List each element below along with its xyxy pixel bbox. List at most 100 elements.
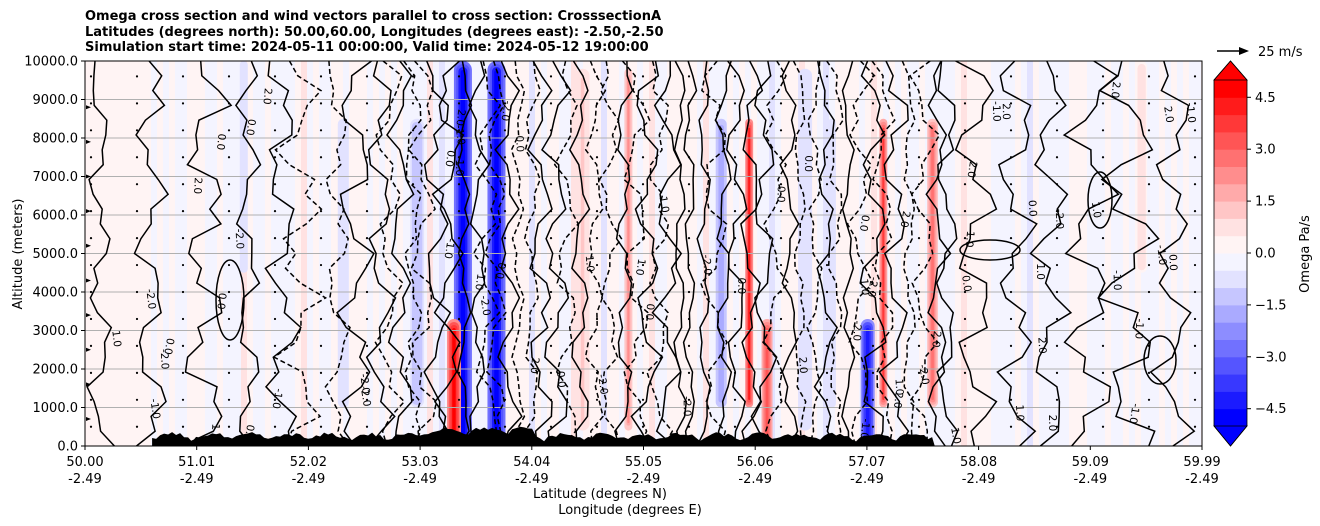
x-tick-label-longitude: -2.49 — [850, 472, 884, 487]
wind-vector — [641, 425, 645, 428]
wind-vector — [1193, 102, 1197, 105]
wind-vector — [503, 210, 507, 213]
wind-vector — [871, 344, 875, 347]
contour-label: -2.0 — [850, 320, 863, 341]
wind-vector — [1193, 129, 1197, 132]
omega-band — [1140, 70, 1143, 266]
colorbar-segment — [1214, 287, 1247, 306]
contour-label: -2.0 — [143, 288, 157, 310]
x-tick-label-latitude: 54.04 — [513, 455, 550, 470]
wind-vector — [687, 317, 691, 321]
omega-band — [627, 77, 630, 424]
wind-vector — [549, 425, 553, 428]
quiver-key-label: 25 m/s — [1258, 45, 1303, 60]
contour-zero — [878, 61, 910, 446]
wind-vector — [319, 237, 323, 240]
wind-vector — [871, 75, 875, 78]
y-tick-label: 5000.0 — [33, 247, 79, 262]
wind-vector — [549, 75, 553, 78]
y-tick-label: 6000.0 — [33, 209, 79, 224]
colorbar-segment — [1214, 218, 1247, 237]
x-tick-label-latitude: 52.02 — [290, 455, 327, 470]
title-line-2: Latitudes (degrees north): 50.00,60.00, … — [85, 24, 664, 40]
contour-negative — [871, 61, 896, 446]
y-tick-label: 10000.0 — [24, 55, 78, 70]
wind-vector — [273, 344, 277, 347]
wind-vector — [733, 237, 737, 240]
wind-vector — [1101, 129, 1105, 132]
wind-vector — [273, 102, 277, 105]
wind-vector — [963, 183, 967, 186]
omega-band — [242, 70, 245, 266]
wind-vector — [135, 263, 139, 267]
wind-vector — [273, 371, 277, 374]
contour-zero — [740, 61, 764, 446]
y-tick-label: 0.0 — [57, 440, 78, 455]
contour-negative — [699, 61, 728, 446]
contour-zero — [750, 61, 778, 446]
wind-vector — [181, 237, 185, 240]
contour-label: 0.0 — [442, 149, 456, 167]
wind-vector — [687, 237, 691, 240]
wind-vector — [273, 425, 277, 428]
wind-vector — [503, 425, 507, 428]
terrain — [152, 426, 935, 446]
wind-vector — [779, 75, 783, 78]
wind-vector — [273, 156, 277, 159]
wind-vector — [365, 425, 369, 428]
colorbar-extend-min — [1213, 425, 1248, 447]
wind-vector — [1147, 75, 1151, 78]
wind-vector — [963, 263, 967, 267]
wind-vector — [503, 317, 507, 321]
wind-vector — [89, 156, 93, 159]
wind-vector — [825, 398, 829, 401]
wind-vector — [227, 156, 231, 159]
wind-vector — [457, 210, 461, 213]
wind-vector — [319, 263, 323, 267]
omega-band — [341, 127, 345, 400]
wind-vector — [825, 75, 829, 78]
wind-vector — [411, 344, 415, 347]
wind-vector — [411, 129, 415, 132]
wind-vector — [411, 425, 415, 428]
wind-vector — [411, 237, 415, 240]
wind-vector — [457, 425, 461, 428]
wind-vector — [641, 317, 645, 321]
wind-vector — [135, 75, 139, 78]
x-axis-label-longitude: Longitude (degrees E) — [558, 503, 702, 518]
wind-vector — [687, 156, 691, 159]
x-tick-label-latitude: 55.05 — [625, 455, 662, 470]
wind-vector — [917, 156, 921, 159]
contour-label: 1.0 — [1034, 263, 1046, 280]
wind-vector-arrow — [86, 174, 91, 179]
wind-vector — [227, 129, 231, 132]
wind-vector — [595, 156, 599, 159]
wind-vector — [1147, 263, 1151, 267]
wind-vector — [1193, 290, 1197, 294]
y-tick-label: 1000.0 — [33, 401, 79, 416]
contour-label: 2.0 — [1108, 81, 1122, 99]
wind-vector — [365, 102, 369, 105]
wind-vector — [687, 129, 691, 132]
contour-label: -2.0 — [158, 349, 171, 370]
wind-vector — [963, 344, 967, 347]
wind-vector — [181, 102, 185, 105]
wind-vector — [595, 237, 599, 240]
contour-zero — [234, 61, 262, 446]
wind-vector — [411, 398, 415, 401]
colorbar-outline — [1213, 60, 1248, 447]
title-line-3: Simulation start time: 2024-05-11 00:00:… — [85, 40, 649, 55]
wind-vector — [457, 317, 461, 321]
wind-vector — [1101, 102, 1105, 105]
wind-vector — [825, 156, 829, 159]
wind-vector — [733, 371, 737, 374]
contour-label: -1.0 — [1132, 318, 1145, 339]
wind-vector — [871, 398, 875, 401]
wind-vector — [1147, 290, 1151, 294]
wind-vector — [1101, 263, 1105, 267]
contour-loop — [1087, 171, 1113, 229]
wind-vector — [595, 75, 599, 78]
colorbar-segment — [1214, 339, 1247, 358]
contour-label: 2.0 — [191, 177, 204, 194]
wind-vector — [411, 290, 415, 294]
